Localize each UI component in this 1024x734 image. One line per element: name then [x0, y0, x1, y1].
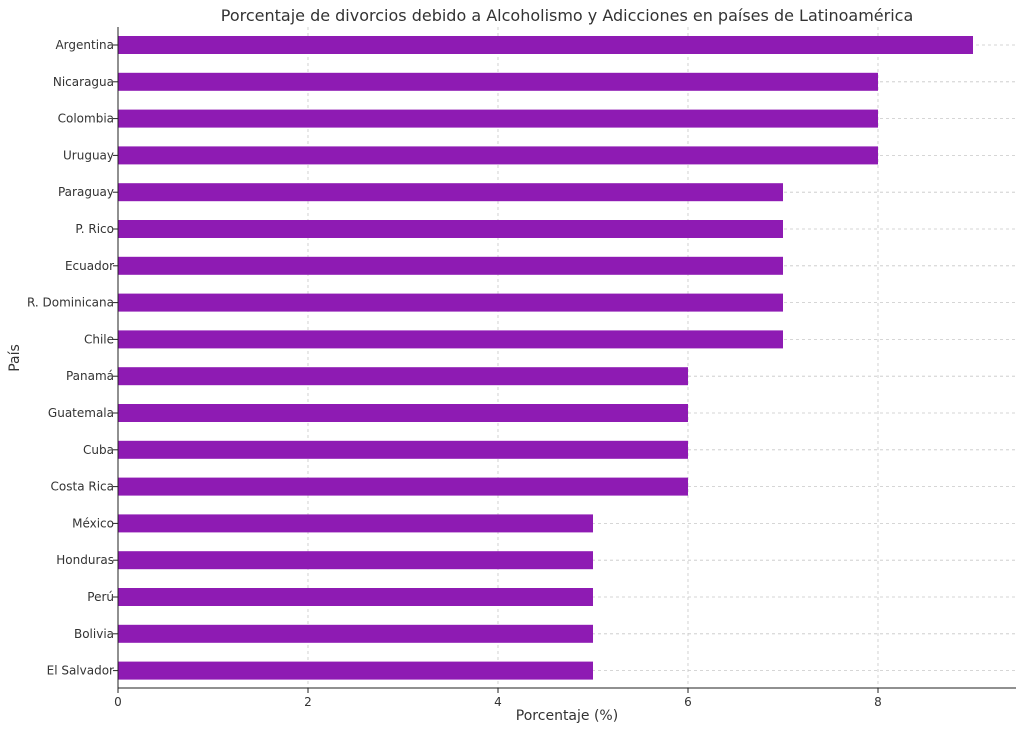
bars: [118, 36, 973, 680]
x-tick-label: 6: [684, 695, 692, 709]
bar: [118, 588, 593, 606]
bar: [118, 404, 688, 422]
bar: [118, 293, 783, 312]
x-tick-label: 0: [114, 695, 122, 709]
grid-lines: [118, 27, 1016, 688]
bar: [118, 661, 593, 680]
y-tick-label: Honduras: [56, 553, 114, 567]
bar: [118, 220, 783, 238]
bar: [118, 330, 783, 349]
bar: [118, 624, 593, 643]
bar: [118, 440, 688, 459]
y-tick-label: México: [72, 516, 114, 530]
y-tick-label: Uruguay: [63, 148, 114, 162]
y-tick-label: Bolivia: [74, 627, 114, 641]
y-tick-label: Colombia: [58, 112, 114, 126]
chart-title: Porcentaje de divorcios debido a Alcohol…: [221, 6, 914, 25]
x-tick-label: 2: [304, 695, 312, 709]
y-tick-label: R. Dominicana: [27, 296, 114, 310]
y-tick-label: Ecuador: [65, 259, 114, 273]
bar: [118, 256, 783, 275]
bar: [118, 109, 878, 128]
y-tick-label: Costa Rica: [51, 480, 114, 494]
y-tick-label: Argentina: [55, 38, 114, 52]
bar: [118, 183, 783, 202]
y-axis-label: País: [7, 344, 23, 372]
bar: [118, 36, 973, 54]
y-tick-label: El Salvador: [47, 664, 114, 678]
x-tick-label: 4: [494, 695, 502, 709]
bar: [118, 367, 688, 386]
y-tick-label: Perú: [87, 590, 114, 604]
y-tick-label: Guatemala: [48, 406, 114, 420]
bar: [118, 72, 878, 91]
bar: [118, 146, 878, 165]
y-tick-label: Chile: [84, 332, 114, 346]
bar: [118, 551, 593, 570]
x-axis-label: Porcentaje (%): [516, 708, 618, 724]
y-tick-label: Panamá: [66, 369, 114, 383]
y-tick-label: Cuba: [83, 443, 114, 457]
x-tick-label: 8: [874, 695, 882, 709]
axes: 0 2 4 6 8 Argentina Nicaragua Colombia Uruguay Pa…: [27, 27, 1016, 709]
bar: [118, 477, 688, 496]
y-tick-label: P. Rico: [75, 222, 114, 236]
y-tick-label: Nicaragua: [53, 75, 114, 89]
y-tick-label: Paraguay: [58, 185, 114, 199]
bar: [118, 514, 593, 533]
